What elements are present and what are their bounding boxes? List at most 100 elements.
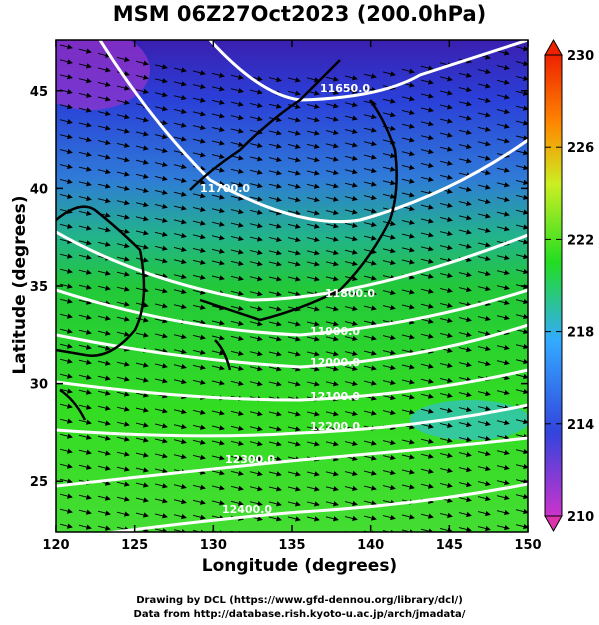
- wind-arrow: [535, 42, 547, 45]
- wind-arrow: [477, 495, 491, 502]
- wind-arrow: [439, 216, 453, 222]
- wind-arrow: [78, 166, 92, 172]
- wind-arrow: [287, 321, 301, 327]
- wind-arrow: [287, 157, 301, 163]
- wind-arrow: [192, 259, 206, 265]
- wind-arrow: [496, 64, 510, 71]
- wind-arrow: [249, 222, 263, 229]
- wind-arrow: [173, 191, 187, 197]
- wind-arrow: [78, 136, 92, 143]
- wind-arrow: [155, 544, 167, 547]
- wind-arrow: [325, 321, 339, 327]
- wind-arrow: [231, 546, 243, 549]
- x-tick-label: 130: [200, 538, 227, 553]
- wind-arrow: [192, 124, 206, 131]
- wind-arrow: [382, 112, 396, 118]
- wind-arrow: [249, 236, 263, 242]
- wind-arrow: [496, 123, 510, 129]
- wind-arrow: [477, 112, 491, 118]
- wind-arrow: [515, 75, 528, 81]
- wind-arrow: [325, 116, 339, 122]
- wind-arrow: [363, 485, 377, 491]
- wind-arrow: [344, 209, 358, 215]
- wind-arrow: [515, 179, 528, 186]
- wind-arrow: [496, 254, 510, 261]
- wind-arrow: [458, 243, 472, 249]
- wind-arrow: [135, 131, 149, 137]
- wind-arrow: [59, 118, 73, 125]
- wind-arrow: [344, 169, 358, 175]
- wind-arrow: [458, 481, 472, 488]
- colorbar-tick-label: 214: [567, 418, 594, 433]
- contour-label: 12300.0: [225, 453, 275, 466]
- wind-arrow: [135, 407, 149, 413]
- wind-arrow: [477, 360, 491, 367]
- wind-arrow: [325, 381, 339, 387]
- wind-arrow: [211, 470, 225, 476]
- wind-arrow: [458, 129, 472, 135]
- wind-arrow: [78, 494, 92, 500]
- wind-arrow: [477, 510, 491, 517]
- wind-arrow: [382, 152, 396, 159]
- wind-arrow: [363, 365, 377, 371]
- wind-arrow: [135, 159, 149, 165]
- wind-arrow: [477, 465, 491, 472]
- wind-arrow: [154, 363, 168, 369]
- wind-arrow: [78, 92, 92, 98]
- wind-arrow: [249, 380, 263, 387]
- wind-arrow: [98, 541, 110, 544]
- wind-arrow: [401, 178, 415, 184]
- wind-arrow: [268, 183, 282, 189]
- wind-arrow: [154, 258, 168, 264]
- wind-arrow: [325, 183, 339, 189]
- wind-arrow: [116, 481, 130, 487]
- wind-arrow: [382, 379, 396, 386]
- wind-arrow: [306, 306, 320, 312]
- wind-arrow: [230, 305, 244, 311]
- wind-arrow: [173, 498, 187, 505]
- wind-arrow: [515, 120, 528, 126]
- wind-arrow: [458, 215, 472, 221]
- wind-arrow: [173, 423, 187, 430]
- wind-arrow: [192, 304, 206, 310]
- wind-arrow: [420, 423, 434, 429]
- wind-arrow: [344, 305, 358, 312]
- wind-arrow: [344, 115, 358, 121]
- wind-arrow: [192, 70, 206, 76]
- plot-area: 11650.0 11700.0 11800.0 11900.0 12000.0 12100…: [56, 40, 547, 549]
- wind-arrow: [363, 86, 377, 93]
- wind-arrow: [439, 90, 453, 96]
- wind-arrow: [515, 373, 528, 380]
- wind-arrow: [230, 320, 244, 326]
- wind-arrow: [116, 256, 130, 262]
- wind-arrow: [363, 305, 377, 311]
- wind-arrow: [154, 348, 168, 354]
- wind-arrow: [496, 108, 510, 115]
- wind-arrow: [363, 181, 377, 187]
- wind-arrow: [325, 516, 339, 522]
- wind-arrow: [383, 546, 395, 549]
- wind-arrow: [287, 223, 301, 229]
- wind-arrow: [287, 103, 301, 110]
- wind-arrow: [477, 184, 491, 190]
- wind-arrow: [325, 143, 339, 149]
- wind-arrow: [173, 528, 187, 532]
- wind-arrow: [382, 484, 396, 491]
- wind-arrow: [325, 501, 339, 507]
- wind-arrow: [287, 77, 301, 83]
- wind-arrow: [268, 426, 282, 432]
- wind-arrow: [325, 156, 339, 162]
- wind-arrow: [249, 410, 263, 417]
- wind-arrow: [97, 360, 111, 366]
- wind-arrow: [97, 510, 111, 516]
- wind-arrow: [401, 219, 415, 225]
- wind-arrow: [363, 221, 377, 228]
- wind-arrow: [211, 485, 225, 491]
- wind-arrow: [230, 290, 244, 296]
- wind-arrow: [477, 126, 491, 132]
- wind-arrow: [97, 435, 111, 441]
- wind-arrow: [173, 136, 187, 142]
- wind-arrow: [515, 224, 528, 230]
- wind-arrow: [477, 480, 491, 487]
- wind-arrow: [420, 176, 434, 182]
